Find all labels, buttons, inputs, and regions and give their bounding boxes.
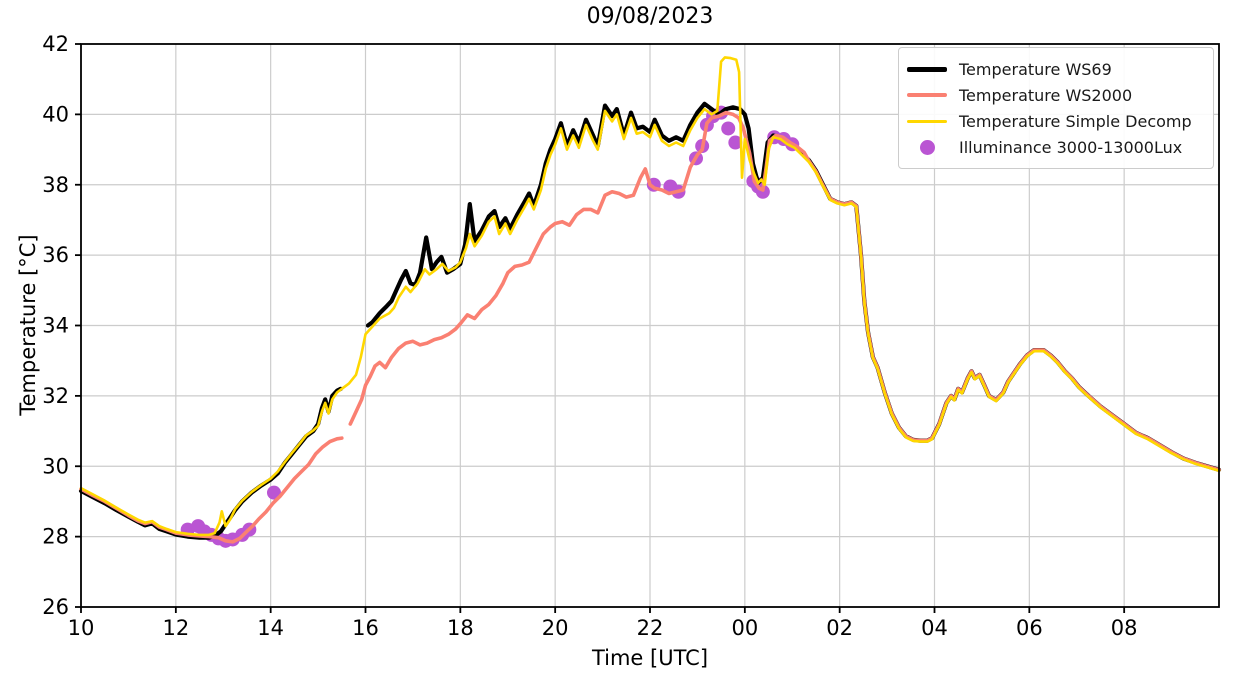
illuminance-dot-swatch [907,139,947,155]
illuminance-dot [728,135,743,150]
y-tick-label: 40 [42,102,69,126]
y-axis-label: Temperature [°C] [16,234,40,416]
y-tick-label: 26 [42,595,69,619]
ws69-line-swatch [907,66,947,72]
y-tick-label: 32 [42,384,69,408]
x-tick-label: 06 [1016,616,1043,640]
y-tick-label: 34 [42,314,69,338]
y-tick-label: 36 [42,243,69,267]
legend-label: Temperature Simple Decomp [959,111,1192,131]
legend-label: Temperature WS69 [959,59,1112,79]
series-simple-decomp-line [79,56,1221,537]
legend: Temperature WS69 Temperature WS2000 Temp… [898,47,1214,169]
y-tick-label: 38 [42,173,69,197]
legend-item-ws2000: Temperature WS2000 [907,82,1203,108]
x-axis-label: Time [UTC] [591,646,709,670]
x-tick-label: 12 [162,616,189,640]
x-tick-label: 14 [257,616,284,640]
x-tick-label: 02 [826,616,853,640]
y-tick-label: 28 [42,525,69,549]
x-tick-label: 22 [637,616,664,640]
x-tick-label: 20 [542,616,569,640]
y-tick-label: 30 [42,454,69,478]
legend-label: Illuminance 3000-13000Lux [959,137,1183,157]
ws2000-line-swatch [907,93,947,97]
x-tick-label: 00 [731,616,758,640]
chart-title: 09/08/2023 [586,4,714,29]
illuminance-dot [721,121,736,136]
x-tick-label: 10 [68,616,95,640]
y-tick-label: 42 [42,32,69,56]
legend-item-illuminance: Illuminance 3000-13000Lux [907,134,1203,160]
legend-item-ws69: Temperature WS69 [907,56,1203,82]
legend-label: Temperature WS2000 [959,85,1133,105]
x-tick-label: 18 [447,616,474,640]
x-tick-label: 08 [1111,616,1138,640]
legend-item-simple-decomp: Temperature Simple Decomp [907,108,1203,134]
simple-decomp-line-swatch [907,119,947,123]
illuminance-dot [266,485,281,500]
x-tick-label: 16 [352,616,379,640]
x-tick-label: 04 [921,616,948,640]
